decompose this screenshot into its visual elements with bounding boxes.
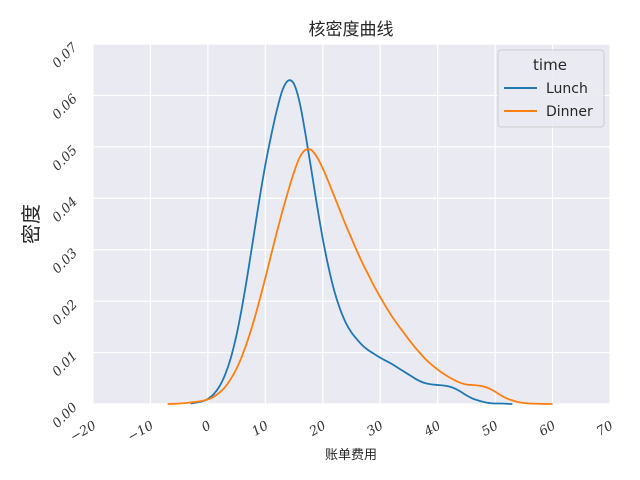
chart-title: 核密度曲线 xyxy=(309,20,394,40)
x-tick-label: 30 xyxy=(364,418,386,439)
x-tick-labels: −20 −10 0 10 20 30 40 50 60 70 xyxy=(68,418,616,445)
y-axis-label: 密度 xyxy=(19,204,43,244)
legend-label-lunch: Lunch xyxy=(546,81,588,97)
legend-label-dinner: Dinner xyxy=(546,104,593,120)
y-tick-label: 0.03 xyxy=(50,246,81,277)
x-tick-label: 0 xyxy=(199,418,214,435)
y-tick-label: 0.04 xyxy=(50,195,81,226)
y-tick-label: 0.01 xyxy=(50,349,81,380)
y-tick-label: 0.07 xyxy=(50,40,82,72)
x-tick-label: 10 xyxy=(250,418,272,439)
series-layer xyxy=(167,79,553,405)
x-tick-label: 20 xyxy=(306,418,329,440)
x-tick-label: 70 xyxy=(594,418,616,439)
x-axis-label: 账单费用 xyxy=(325,448,377,463)
x-tick-label: −20 xyxy=(68,418,99,445)
y-tick-label: 0.06 xyxy=(50,92,81,123)
legend-title: time xyxy=(533,56,567,74)
y-tick-label: 0.05 xyxy=(50,143,81,174)
y-tick-labels: 0.000.010.020.030.040.050.060.07 xyxy=(50,40,82,432)
x-tick-label: 50 xyxy=(479,418,501,439)
x-tick-label: 40 xyxy=(421,418,444,440)
series-line-dinner xyxy=(167,148,553,405)
x-tick-label: −10 xyxy=(125,418,156,445)
y-tick-label: 0.02 xyxy=(50,297,81,328)
series-line-lunch xyxy=(190,79,513,405)
legend-box xyxy=(497,49,605,128)
legend: time Lunch Dinner xyxy=(497,49,605,128)
x-tick-label: 60 xyxy=(537,418,559,439)
